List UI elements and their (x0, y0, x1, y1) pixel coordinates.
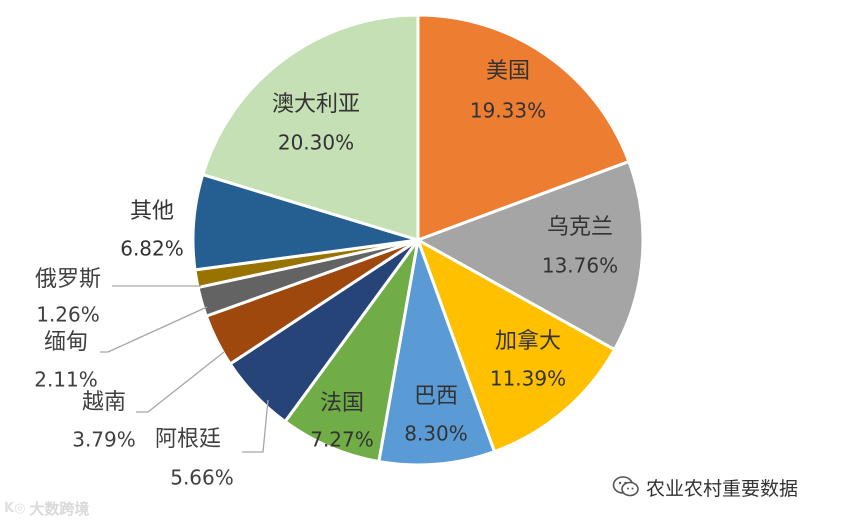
slice-label-7: 缅甸 (44, 330, 88, 355)
leader-line-7 (100, 306, 208, 353)
leader-line-5 (242, 399, 269, 453)
slice-value-8: 1.26% (36, 303, 100, 327)
slice-label-8: 俄罗斯 (35, 267, 101, 292)
slice-label-5: 阿根廷 (155, 427, 221, 452)
pie-slice-10 (201, 13, 420, 242)
slice-value-6: 3.79% (72, 428, 136, 452)
slice-label-1: 乌克兰 (547, 215, 613, 240)
slice-label-9: 其他 (130, 199, 174, 224)
pie-slice-0 (416, 13, 631, 242)
slice-value-9: 6.82% (120, 237, 184, 261)
pie-slice-2 (416, 238, 617, 454)
slice-value-1: 13.76% (542, 254, 618, 278)
slice-label-3: 巴西 (414, 384, 458, 409)
logo-watermark: K◎ 大数跨境 (4, 496, 89, 520)
wechat-account-name: 农业农村重要数据 (646, 477, 799, 500)
logo-mark: K◎ (4, 500, 26, 516)
slice-value-3: 8.30% (404, 422, 468, 446)
slice-value-4: 7.27% (310, 428, 374, 452)
slice-label-6: 越南 (82, 390, 126, 415)
slice-value-7: 2.11% (34, 368, 98, 392)
wechat-icon (612, 476, 639, 497)
slice-value-10: 20.30% (278, 131, 354, 155)
wechat-watermark: 农业农村重要数据 (612, 472, 838, 502)
pie-slice-4 (283, 238, 420, 464)
logo-text: 大数跨境 (29, 499, 90, 518)
leader-line-6 (136, 351, 225, 413)
slice-label-10: 澳大利亚 (272, 92, 360, 117)
slice-label-0: 美国 (486, 59, 530, 84)
pie-slice-1 (416, 160, 645, 352)
slice-value-0: 19.33% (470, 99, 546, 123)
slice-label-2: 加拿大 (495, 328, 561, 354)
slice-value-2: 11.39% (490, 367, 566, 391)
pie-slice-3 (377, 238, 496, 467)
slice-value-5: 5.66% (170, 466, 234, 490)
slice-label-4: 法国 (320, 391, 364, 416)
